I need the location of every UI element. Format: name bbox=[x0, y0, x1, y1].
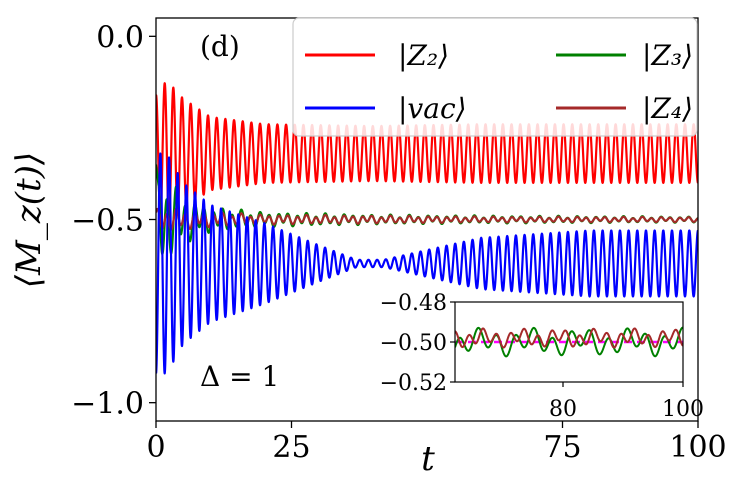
panel-label: (d) bbox=[200, 30, 240, 63]
x-tick-label-2: 75 bbox=[543, 430, 581, 465]
inset-x-tick-label-0: 80 bbox=[549, 397, 577, 422]
y-tick-label-1: −0.5 bbox=[71, 204, 144, 239]
series-line-vac bbox=[156, 152, 698, 375]
y-tick-label-2: −1.0 bbox=[71, 387, 144, 422]
inset-series-group bbox=[455, 326, 683, 358]
x-tick-label-0: 0 bbox=[146, 430, 165, 465]
x-tick-label-1: 25 bbox=[272, 430, 310, 465]
x-axis-label: t bbox=[421, 439, 435, 479]
main-axis-ticks bbox=[149, 35, 699, 428]
legend-label-z2: |Z₂⟩ bbox=[398, 39, 449, 72]
legend-label-z4: |Z₄⟩ bbox=[642, 92, 693, 125]
inset-series-line-z4 bbox=[455, 327, 683, 349]
x-tick-label-3: 100 bbox=[669, 430, 726, 465]
inset-axis-ticks bbox=[450, 301, 684, 387]
inset-y-tick-label-2: −0.52 bbox=[380, 371, 447, 396]
inset-y-tick-label-1: −0.50 bbox=[380, 331, 447, 356]
legend-label-z3: |Z₃⟩ bbox=[642, 39, 693, 72]
inset-y-tick-label-0: −0.48 bbox=[380, 291, 447, 316]
legend-box bbox=[292, 17, 698, 137]
legend: |Z₂⟩ |vac⟩ |Z₃⟩ |Z₄⟩ bbox=[292, 17, 698, 137]
legend-label-vac: |vac⟩ bbox=[398, 92, 467, 125]
inset-x-tick-label-1: 100 bbox=[662, 397, 704, 422]
y-axis-label: ⟨M_z(t)⟩ bbox=[9, 152, 49, 288]
y-tick-label-0: 0.0 bbox=[96, 20, 144, 55]
inset: 80 100 −0.48 −0.50 −0.52 bbox=[380, 291, 704, 422]
delta-annotation: Δ = 1 bbox=[200, 360, 279, 393]
